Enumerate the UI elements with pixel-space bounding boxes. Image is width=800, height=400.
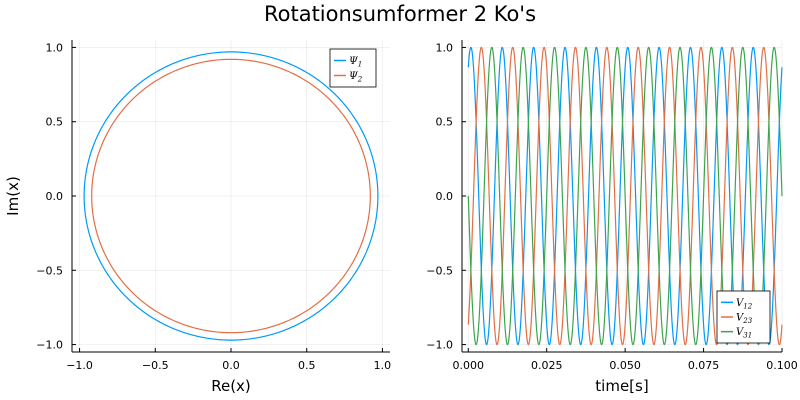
x-tick-label: 0.000 xyxy=(453,359,485,372)
legend-label: V31 xyxy=(736,327,752,340)
legend-label: V12 xyxy=(736,298,753,311)
y-tick-label: −1.0 xyxy=(426,339,453,352)
legend-label-name: V xyxy=(736,313,745,324)
legend-label-name: V xyxy=(736,327,745,338)
left-panel: −1.0 −0.5 0.0 0.5 1.0 −1.0 −0.5 0.0 0.5 1.0 Re(x) I… xyxy=(4,40,391,395)
x-tick-label: 0.0 xyxy=(222,359,240,372)
right-panel: 0.000 0.025 0.050 0.075 0.100 −1.0 −0.5 0.0 0.5 1… xyxy=(426,40,798,395)
legend-label: V23 xyxy=(736,313,753,326)
x-tick-label: −0.5 xyxy=(142,359,169,372)
x-tick-label: 1.0 xyxy=(374,359,392,372)
legend-label-subscript: 23 xyxy=(742,317,752,325)
x-tick-label: 0.100 xyxy=(766,359,798,372)
x-tick-label: −1.0 xyxy=(66,359,93,372)
legend-label-name: Ψ xyxy=(349,56,359,67)
series-line-2 xyxy=(91,58,371,334)
legend-label: Ψ2 xyxy=(349,71,363,84)
legend-label-subscript: 31 xyxy=(743,332,752,340)
y-tick-label: 0.5 xyxy=(46,116,64,129)
y-axis-label: Im(x) xyxy=(4,176,22,216)
x-axis-label: Re(x) xyxy=(211,377,251,395)
series-line-1 xyxy=(467,46,783,346)
y-tick-label: 1.0 xyxy=(436,41,454,54)
legend-label-name: V xyxy=(736,298,745,309)
legend-label-subscript: 12 xyxy=(743,302,752,310)
legend-label-subscript: 2 xyxy=(357,76,363,84)
y-tick-label: 1.0 xyxy=(46,41,64,54)
x-tick-label: 0.050 xyxy=(609,359,641,372)
y-tick-label: 0.5 xyxy=(436,116,454,129)
x-tick-label: 0.075 xyxy=(688,359,720,372)
y-tick-label: −0.5 xyxy=(426,264,453,277)
legend-label-name: Ψ xyxy=(349,71,359,82)
y-tick-label: −0.5 xyxy=(36,264,63,277)
y-tick-label: 0.0 xyxy=(436,190,454,203)
series-line-1 xyxy=(83,51,379,341)
y-tick-label: −1.0 xyxy=(36,339,63,352)
y-tick-label: 0.0 xyxy=(46,190,64,203)
legend-label: Ψ1 xyxy=(349,56,362,69)
x-axis-label: time[s] xyxy=(595,377,648,395)
x-tick-label: 0.5 xyxy=(298,359,316,372)
legend-box xyxy=(329,48,377,88)
x-tick-label: 0.025 xyxy=(531,359,563,372)
figure-title: Rotationsumformer 2 Ko's xyxy=(263,2,537,26)
legend-label-subscript: 1 xyxy=(358,61,362,69)
series-line-2 xyxy=(467,46,783,346)
